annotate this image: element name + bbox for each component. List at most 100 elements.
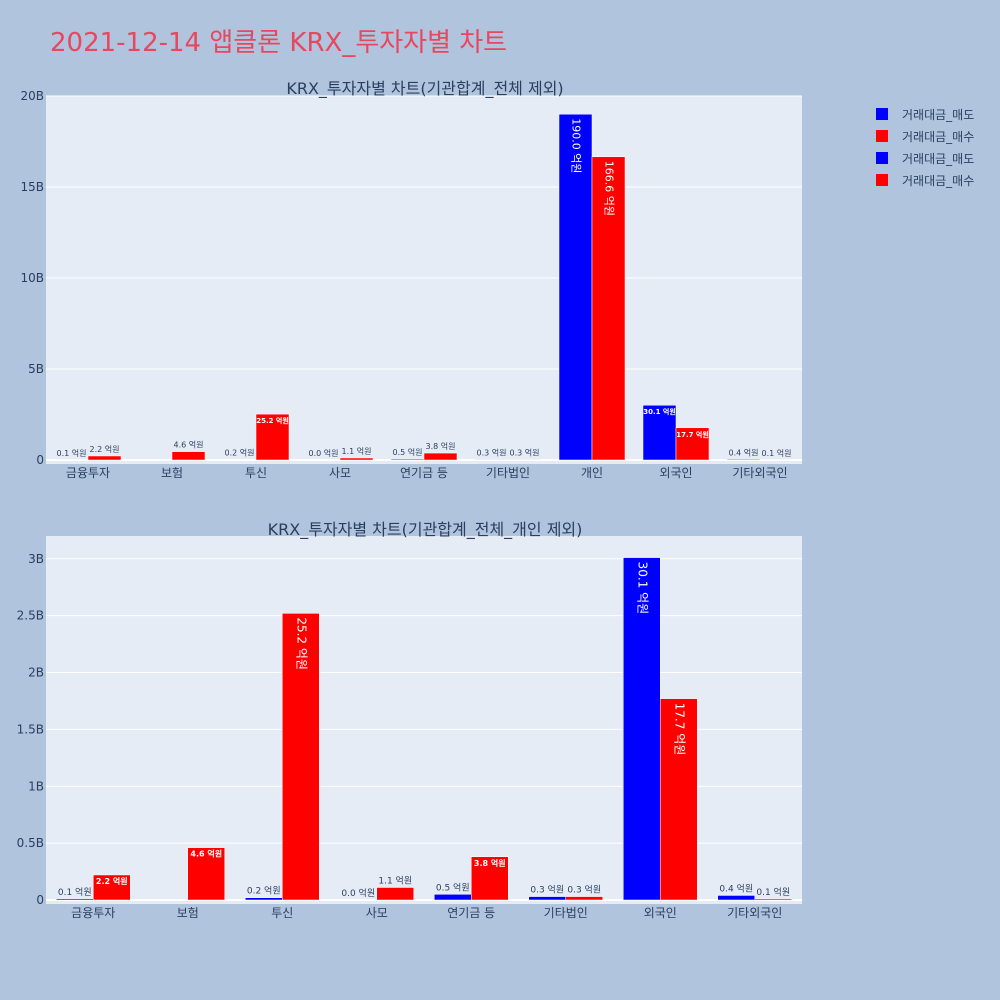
x-tick-label: 연기금 등 (400, 466, 448, 480)
plot-area-1 (46, 96, 802, 464)
legend-label[interactable]: 거래대금_매도 (902, 108, 974, 122)
data-label: 0.2 억원 (247, 885, 281, 897)
y-tick-label: 0 (36, 453, 44, 467)
bar-buy[interactable] (591, 156, 626, 461)
x-tick-label: 사모 (329, 466, 351, 480)
data-label: 0.1 억원 (58, 886, 92, 898)
bar-buy[interactable] (93, 874, 131, 901)
x-tick-label: 외국인 (644, 906, 677, 920)
data-label: 0.3 억원 (530, 884, 564, 896)
bar-buy[interactable] (282, 613, 320, 901)
y-tick-label: 0.5B (17, 836, 44, 850)
bar-sell[interactable] (717, 895, 755, 901)
bar-sell[interactable] (474, 459, 509, 461)
bar-buy[interactable] (565, 896, 603, 901)
bar-sell[interactable] (528, 896, 566, 901)
bar-buy[interactable] (339, 457, 374, 461)
x-tick-label: 개인 (581, 466, 603, 480)
x-tick-label: 기타법인 (544, 906, 588, 920)
data-label: 0.3 억원 (510, 447, 540, 457)
y-tick-label: 15B (20, 180, 44, 194)
data-label: 0.3 억원 (477, 447, 507, 457)
x-tick-label: 투신 (245, 466, 267, 480)
x-tick-label: 사모 (366, 906, 388, 920)
data-label: 2.2 억원 (96, 876, 128, 886)
bar-buy[interactable] (87, 455, 122, 461)
y-tick-label: 2.5B (17, 609, 44, 623)
x-tick-label: 기타법인 (486, 466, 530, 480)
data-label: 0.0 억원 (341, 887, 375, 899)
data-label: 17.7 억원 (676, 430, 709, 439)
bar-buy[interactable] (423, 452, 458, 461)
x-tick-label: 외국인 (659, 466, 692, 480)
bar-sell[interactable] (390, 458, 425, 461)
bar-buy[interactable] (660, 698, 698, 901)
y-tick-label: 1B (28, 779, 44, 793)
y-tick-label: 2B (28, 666, 44, 680)
bar-buy[interactable] (255, 413, 290, 461)
bar-sell[interactable] (623, 557, 661, 901)
bar-buy[interactable] (507, 459, 542, 461)
data-label: 2.2 억원 (90, 444, 120, 454)
y-tick-label: 10B (20, 271, 44, 285)
data-label: 4.6 억원 (190, 849, 222, 859)
data-label: 25.2 억원 (256, 416, 289, 425)
data-label: 0.4 억원 (719, 882, 753, 894)
bar-buy[interactable] (376, 887, 414, 901)
x-tick-label: 금융투자 (66, 466, 110, 480)
bar-sell[interactable] (245, 897, 283, 901)
data-label: 1.1 억원 (342, 446, 372, 456)
x-tick-label: 기타외국인 (732, 466, 787, 480)
data-label: 0.1 억원 (762, 448, 792, 458)
y-tick-label: 1.5B (17, 722, 44, 736)
data-label: 0.0 억원 (309, 448, 339, 458)
legend-label[interactable]: 거래대금_매수 (902, 174, 974, 188)
page-title: 2021-12-14 앱클론 KRX_투자자별 차트 (50, 28, 508, 58)
bar-buy[interactable] (675, 427, 710, 461)
legend-label[interactable]: 거래대금_매도 (902, 152, 974, 166)
x-tick-label: 연기금 등 (447, 906, 495, 920)
legend-swatch[interactable] (876, 174, 888, 186)
bar-sell[interactable] (558, 113, 593, 461)
data-label: 166.6 억원 (603, 161, 616, 216)
chart-title-1: KRX_투자자별 차트(기관합계_전체 제외) (286, 79, 563, 99)
data-label: 0.4 억원 (729, 447, 759, 457)
data-label: 0.2 억원 (225, 448, 255, 458)
data-label: 17.7 억원 (672, 703, 686, 756)
bar-sell[interactable] (434, 894, 472, 901)
data-label: 0.5 억원 (393, 447, 423, 457)
x-tick-label: 기타외국인 (727, 906, 782, 920)
bar-sell[interactable] (726, 459, 761, 461)
y-tick-label: 3B (28, 552, 44, 566)
data-label: 1.1 억원 (378, 874, 412, 886)
data-label: 190.0 억원 (570, 118, 583, 173)
data-label: 0.5 억원 (436, 881, 470, 893)
data-label: 4.6 억원 (174, 440, 204, 450)
x-tick-label: 금융투자 (71, 906, 115, 920)
bar-buy[interactable] (171, 451, 206, 461)
bar-buy[interactable] (187, 847, 225, 901)
data-label: 25.2 억원 (294, 617, 308, 670)
data-label: 30.1 억원 (635, 562, 649, 615)
data-label: 3.8 억원 (426, 441, 456, 451)
x-tick-label: 투신 (271, 906, 293, 920)
data-label: 0.3 억원 (567, 884, 601, 896)
chart-title-2: KRX_투자자별 차트(기관합계_전체_개인 제외) (268, 520, 583, 540)
y-tick-label: 5B (28, 362, 44, 376)
data-label: 3.8 억원 (474, 858, 506, 868)
bar-buy[interactable] (754, 898, 792, 901)
data-label: 0.1 억원 (57, 448, 87, 458)
legend-swatch[interactable] (876, 130, 888, 142)
legend-label[interactable]: 거래대금_매수 (902, 130, 974, 144)
x-tick-label: 보험 (161, 466, 183, 480)
data-label: 30.1 억원 (643, 407, 676, 416)
legend-swatch[interactable] (876, 108, 888, 120)
y-tick-label: 20B (20, 89, 44, 103)
bar-buy[interactable] (471, 856, 509, 901)
bar-sell[interactable] (56, 898, 94, 901)
y-tick-label: 0 (36, 893, 44, 907)
legend-swatch[interactable] (876, 152, 888, 164)
x-tick-label: 보험 (177, 906, 199, 920)
data-label: 0.1 억원 (756, 886, 790, 898)
